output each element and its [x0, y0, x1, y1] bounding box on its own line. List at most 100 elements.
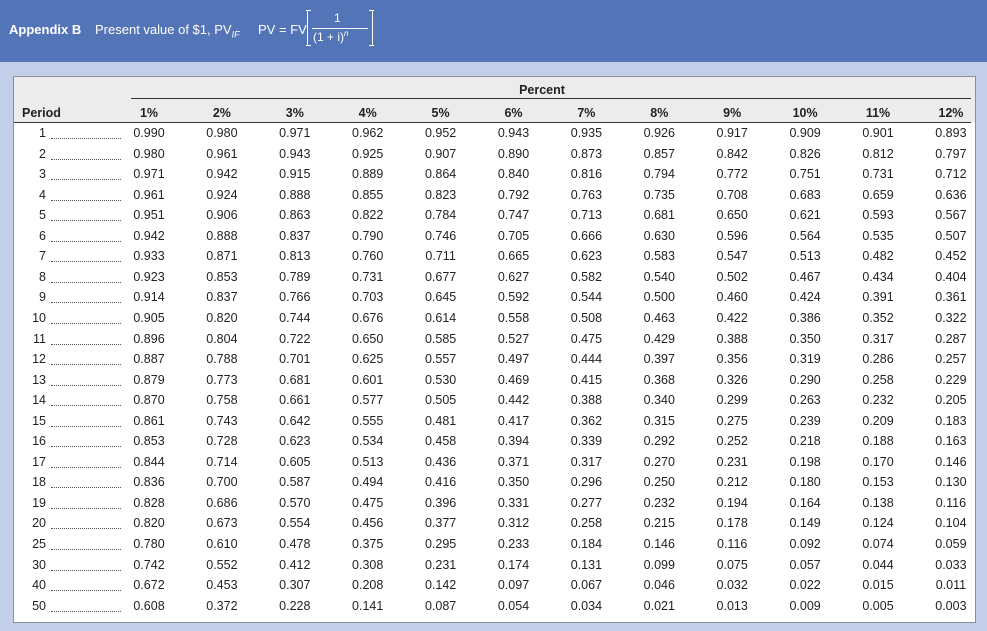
cell-value: 0.099 — [643, 557, 675, 572]
cell-value: 0.296 — [570, 475, 603, 490]
cell-value: 0.961 — [206, 146, 238, 161]
cell-value: 0.570 — [279, 495, 311, 510]
cell-value: 0.773 — [206, 372, 238, 387]
cell-value: 0.317 — [862, 331, 894, 346]
dot-leader — [51, 610, 121, 612]
cell-value: 0.059 — [935, 537, 967, 551]
cell-value: 0.933 — [133, 249, 165, 264]
cell-value: 0.923 — [133, 269, 165, 284]
cell-value: 0.087 — [424, 598, 457, 613]
cell-value: 0.583 — [643, 249, 675, 264]
rule — [14, 122, 971, 123]
cell-value: 0.146 — [935, 454, 967, 469]
cell-value: 0.951 — [133, 208, 165, 223]
cell-value: 0.388 — [570, 393, 603, 408]
cell-value: 0.621 — [789, 208, 821, 223]
dot-leader — [51, 343, 121, 345]
cell-value: 0.502 — [716, 269, 748, 284]
period: 14 — [32, 393, 46, 408]
cell-value: 0.258 — [862, 372, 894, 387]
column-header: 4% — [358, 106, 377, 120]
table-panel: Percent Period 1% 2% 3% 4% 5% 6% 7% 8% 9% 10% 11% 12%… — [13, 76, 976, 623]
cell-value: 0.890 — [497, 146, 530, 161]
cell-value: 0.215 — [643, 516, 675, 531]
formula-bracket: 1 (1 + i)n — [306, 10, 374, 46]
cell-value: 0.527 — [497, 331, 530, 346]
cell-value: 0.422 — [716, 310, 748, 325]
cell-value: 0.429 — [643, 331, 675, 346]
cell-value: 0.074 — [862, 537, 894, 551]
cell-value: 0.388 — [716, 331, 748, 346]
title: Present value of $1, PVIF — [95, 22, 240, 40]
cell-value: 0.703 — [352, 290, 384, 305]
cell-value: 0.788 — [206, 352, 238, 367]
period: 30 — [32, 557, 46, 572]
cell-value: 0.481 — [424, 413, 457, 428]
cell-value: 0.926 — [643, 126, 675, 140]
period: 19 — [32, 495, 46, 510]
cell-value: 0.116 — [935, 495, 967, 510]
cell-value: 0.557 — [424, 352, 457, 367]
dot-leader — [51, 158, 121, 160]
period: 18 — [32, 475, 46, 490]
cell-value: 0.452 — [935, 249, 967, 264]
formula-exponent: n — [344, 29, 349, 38]
cell-value: 0.252 — [716, 434, 748, 449]
cell-value: 0.864 — [424, 167, 457, 182]
cell-value: 0.743 — [206, 413, 238, 428]
cell-value: 0.683 — [789, 187, 821, 202]
formula-numerator: 1 — [334, 11, 341, 25]
cell-value: 0.857 — [643, 146, 675, 161]
column-header: 1% — [139, 106, 159, 120]
cell-value: 0.097 — [497, 578, 530, 593]
formula-lhs: PV = FV — [258, 22, 307, 37]
cell-value: 0.907 — [424, 146, 457, 161]
dot-leader — [51, 220, 121, 222]
cell-value: 0.677 — [424, 269, 457, 284]
cell-value: 0.322 — [935, 310, 967, 325]
cell-value: 0.124 — [862, 516, 894, 531]
cell-value: 0.391 — [862, 290, 894, 305]
cell-value: 0.722 — [279, 331, 311, 346]
cell-value: 0.924 — [206, 187, 238, 202]
period: 2 — [39, 146, 46, 161]
cell-value: 0.005 — [862, 598, 894, 613]
cell-value: 0.942 — [133, 228, 165, 243]
cell-value: 0.980 — [133, 146, 165, 161]
cell-value: 0.394 — [497, 434, 530, 449]
cell-value: 0.218 — [789, 434, 821, 449]
period: 11 — [33, 331, 46, 346]
cell-value: 0.888 — [279, 187, 311, 202]
cell-value: 0.183 — [935, 413, 967, 428]
cell-value: 0.424 — [789, 290, 821, 305]
cell-value: 0.861 — [133, 413, 165, 428]
cell-value: 0.507 — [935, 228, 967, 243]
cell-value: 0.505 — [424, 393, 457, 408]
cell-value: 0.751 — [789, 167, 821, 182]
period: 3 — [39, 167, 46, 182]
cell-value: 0.163 — [935, 434, 967, 449]
cell-value: 0.766 — [279, 290, 311, 305]
period: 4 — [39, 187, 46, 202]
cell-value: 0.943 — [279, 146, 311, 161]
cell-value: 0.887 — [133, 352, 165, 367]
group-header: Percent — [519, 83, 565, 97]
fraction-bar — [312, 28, 368, 29]
cell-value: 0.792 — [497, 187, 530, 202]
cell-value: 0.469 — [497, 372, 530, 387]
cell-value: 0.375 — [352, 537, 384, 551]
cell-value: 0.138 — [862, 495, 894, 510]
cell-value: 0.544 — [570, 290, 603, 305]
cell-value: 0.295 — [424, 537, 457, 551]
dot-leader — [51, 549, 121, 550]
bracket-tick — [306, 10, 311, 11]
cell-value: 0.888 — [206, 228, 238, 243]
bracket-tick — [369, 45, 374, 46]
period: 1 — [39, 126, 46, 140]
cell-value: 0.567 — [935, 208, 967, 223]
cell-value: 0.013 — [716, 598, 748, 613]
cell-value: 0.397 — [643, 352, 675, 367]
cell-value: 0.075 — [716, 557, 748, 572]
cell-value: 0.315 — [643, 413, 675, 428]
